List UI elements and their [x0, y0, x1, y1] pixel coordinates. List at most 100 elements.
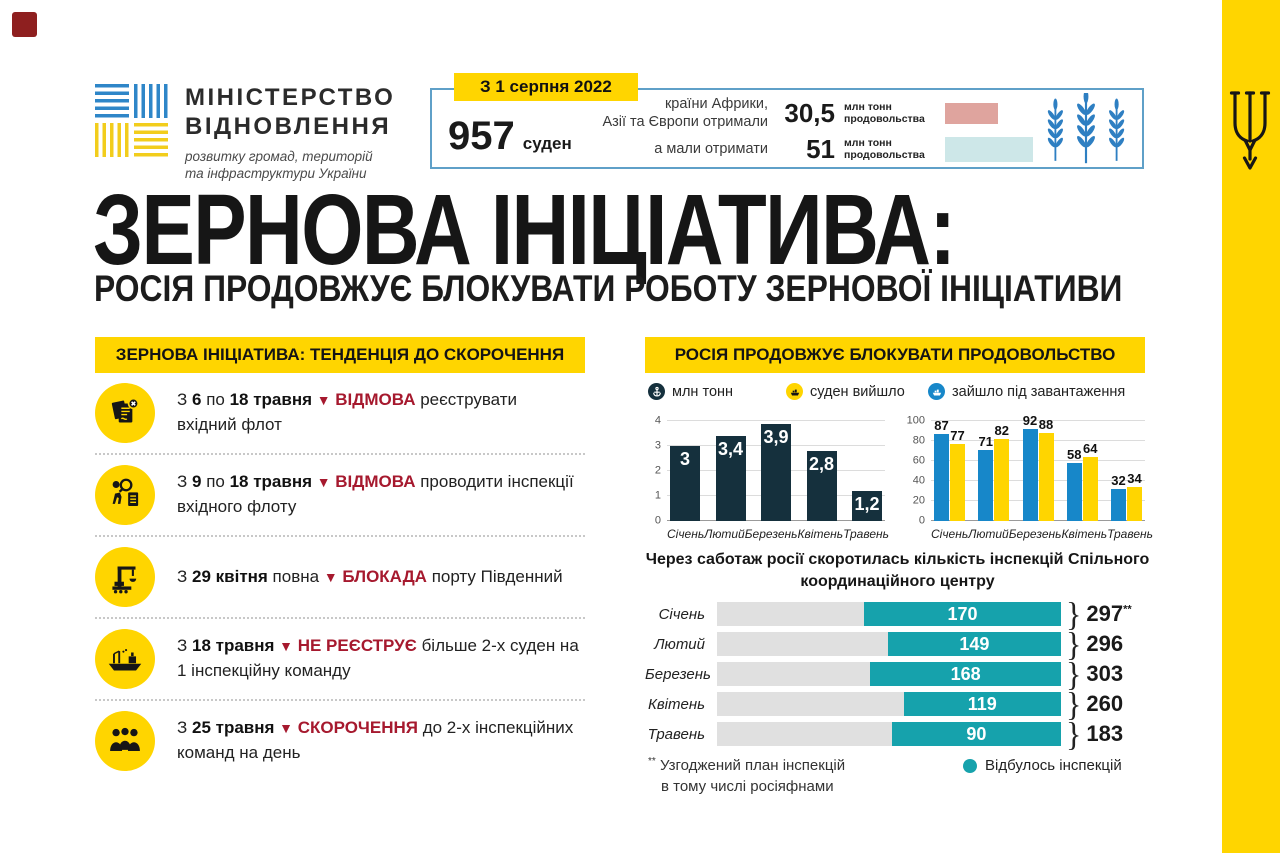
total-cell: } 303 — [1061, 655, 1147, 693]
list-item: З 18 травня ▼ НЕ РЕЄСТРУЄ більше 2-х суд… — [95, 617, 585, 699]
footnote-line1-text: Узгоджений план інспекцій — [659, 757, 846, 774]
x-tick-label: Січень — [931, 527, 969, 541]
initiative-items: З 6 по 18 травня ▼ ВІДМОВА реєструвати в… — [95, 373, 585, 781]
x-tick-label: Травень — [843, 527, 889, 541]
expected-value: 51 — [806, 134, 835, 165]
bar-value: 168 — [950, 663, 981, 684]
bar-value: 34 — [1127, 471, 1142, 486]
legend-label: зайшло під завантаження — [952, 383, 1126, 400]
ministry-logo-icon — [95, 84, 168, 157]
footnote-line1: ** Узгоджений план інспекцій — [648, 755, 845, 776]
text-segment: 29 квітня — [192, 566, 268, 586]
total-value: 297** — [1086, 601, 1132, 626]
blockade-panel: РОСІЯ ПРОДОВЖУЄ БЛОКУВАТИ ПРОДОВОЛЬСТВО … — [645, 337, 1153, 807]
text-segment: СКОРОЧЕННЯ — [297, 718, 418, 738]
x-tick-label: Травень — [1107, 527, 1153, 541]
page-subtitle: РОСІЯ ПРОДОВЖУЄ БЛОКУВАТИ РОБОТУ ЗЕРНОВО… — [94, 268, 1123, 309]
text-segment: З — [177, 718, 192, 738]
text-segment: проводити інспекції вхідного флоту — [177, 472, 574, 516]
text-segment: більше 2-х суден на 1 інспекційну команд… — [177, 636, 579, 680]
bar: 1,2 — [852, 491, 882, 521]
legend-label: суден вийшло — [810, 383, 905, 400]
received-unit: млн тонн продовольства — [844, 101, 936, 125]
legend-label: млн тонн — [672, 383, 734, 400]
text-segment: З — [177, 472, 192, 492]
bar-value: 149 — [959, 633, 990, 654]
blockade-panel-header: РОСІЯ ПРОДОВЖУЄ БЛОКУВАТИ ПРОДОВОЛЬСТВО — [645, 337, 1145, 373]
bar-track: 149 — [717, 632, 1061, 656]
bar: 71 — [978, 434, 994, 521]
bar-track: 170 — [717, 602, 1061, 626]
logo-square-yellow-horizontal — [134, 123, 168, 157]
total-value: 303 — [1086, 661, 1124, 686]
trend-panel: ЗЕРНОВА ІНІЦІАТИВА: ТЕНДЕНЦІЯ ДО СКОРОЧЕ… — [95, 337, 585, 781]
ministry-subtitle-line1: розвитку громад, територій — [185, 148, 373, 164]
teal-dot-icon — [963, 758, 977, 773]
inspections-chart-title: Через саботаж росії скоротилась кількіст… — [645, 551, 1150, 591]
bar-value: 58 — [1067, 447, 1082, 462]
footnote: ** Узгоджений план інспекцій в тому числ… — [648, 755, 845, 797]
food-stats-grid: країни Африки, Азії та Європи отримали 3… — [600, 95, 1045, 162]
brace-glyph: } — [1066, 595, 1082, 633]
brace-glyph: } — [1066, 655, 1082, 693]
bar-value: 32 — [1111, 473, 1126, 488]
bar-value: 3 — [679, 449, 690, 469]
text-segment: порту Південний — [426, 566, 563, 586]
list-item: З 9 по 18 травня ▼ ВІДМОВА проводити інс… — [95, 453, 585, 535]
total-cell: } 260 — [1061, 685, 1147, 723]
total-cell: } 296 — [1061, 627, 1147, 661]
inspections-legend-label: Відбулось інспекцій — [985, 757, 1122, 774]
brace-glyph: } — [1066, 715, 1082, 753]
expected-unit-line1: млн тонн — [844, 137, 892, 150]
gridline — [931, 440, 1145, 441]
bar-value: 3,4 — [717, 439, 744, 459]
bar: 3,9 — [761, 423, 791, 521]
ministry-name-line2: ВІДНОВЛЕННЯ — [185, 112, 392, 140]
bar-fill: 90 — [891, 722, 1061, 746]
ships-total-label: суден — [522, 133, 572, 153]
port-crane-icon — [95, 547, 155, 607]
text-segment: 18 травня — [229, 472, 313, 492]
triangle-down-icon: ▼ — [279, 720, 293, 737]
text-segment: НЕ РЕЄСТРУЄ — [297, 636, 417, 656]
inspections-chart: Січень 170} 297** Лютий 149} 296 Березень 168} 3… — [645, 595, 1150, 753]
footnote-line2: в тому числі росіяфнами — [661, 778, 834, 795]
ministry-logo: МІНІСТЕРСТВО ВІДНОВЛЕННЯ розвитку громад… — [95, 84, 395, 183]
bar-track: 90 — [717, 722, 1061, 746]
expected-unit: млн тонн продовольства — [844, 137, 936, 161]
inspection-refused-icon — [95, 465, 155, 525]
bar-track: 119 — [717, 692, 1061, 716]
bars: 87 77 71 82 92 88 58 64 32 34 — [931, 413, 1145, 521]
triangle-down-icon: ▼ — [316, 392, 331, 409]
x-tick-label: Лютий — [704, 527, 745, 541]
received-label-line1: країни Африки, — [664, 95, 768, 112]
text-segment: З — [177, 636, 192, 656]
gridline — [931, 500, 1145, 501]
text-segment: до 2-х інспекційних команд на день — [177, 718, 574, 762]
bar-group: 32 34 — [1111, 471, 1142, 521]
bar-value: 90 — [966, 723, 987, 744]
received-label: країни Африки, Азії та Європи отримали — [600, 95, 768, 131]
x-tick-label: Березень — [744, 527, 798, 541]
list-item-text: З 25 травня ▼ СКОРОЧЕННЯ до 2-х інспекці… — [177, 716, 579, 765]
ministry-name-line1: МІНІСТЕРСТВО — [185, 84, 396, 111]
brace-glyph: } — [1066, 685, 1082, 723]
ministry-subtitle-line2: та інфраструктури України — [185, 166, 367, 182]
inspections-row: Травень 90} 183 — [645, 715, 1150, 753]
triangle-down-icon: ▼ — [279, 638, 293, 655]
list-item: З 6 по 18 травня ▼ ВІДМОВА реєструвати в… — [95, 373, 585, 453]
bar-value: 119 — [967, 693, 997, 714]
bar-value: 87 — [934, 418, 949, 433]
logo-square-blue-vertical — [134, 84, 168, 118]
received-unit-line1: млн тонн — [844, 100, 892, 113]
bar-value: 88 — [1038, 417, 1054, 432]
bar: 32 — [1111, 473, 1126, 521]
x-tick-label: Січень — [667, 527, 705, 541]
total-value: 183 — [1086, 721, 1124, 746]
x-tick-label: Квітень — [1061, 527, 1108, 541]
bar: 92 — [1022, 413, 1038, 521]
bar-fill: 119 — [903, 692, 1061, 716]
yellow-side-band — [1222, 0, 1280, 853]
inspections-row: Квітень 119} 260 — [645, 685, 1150, 723]
y-tick-label: 0 — [918, 514, 925, 527]
